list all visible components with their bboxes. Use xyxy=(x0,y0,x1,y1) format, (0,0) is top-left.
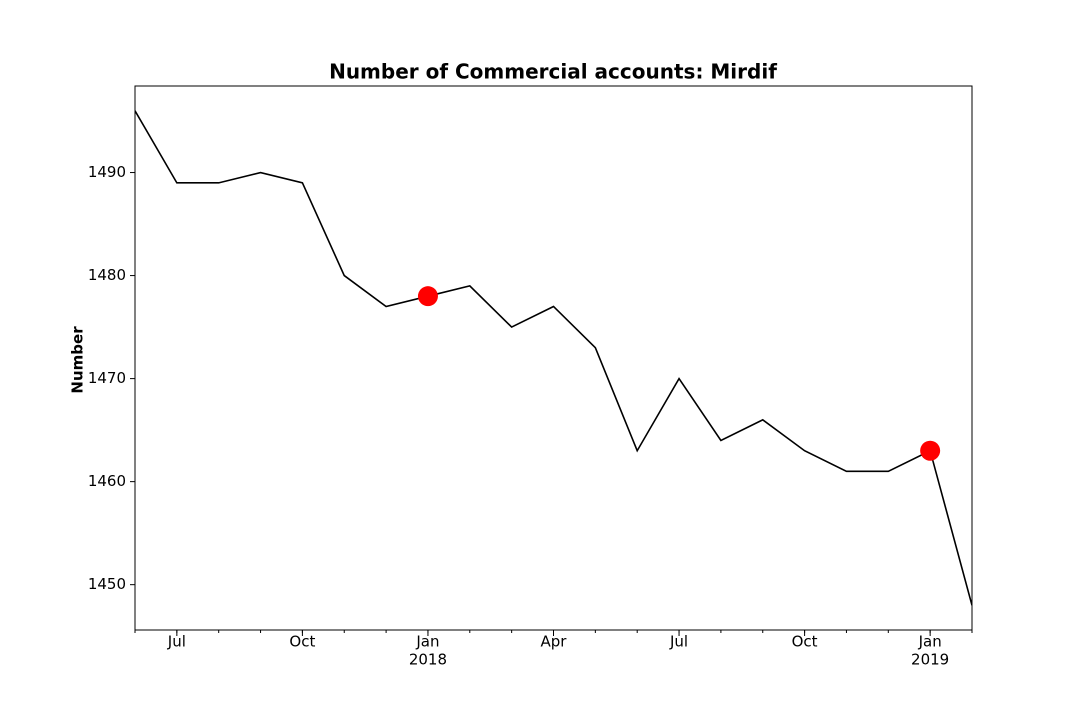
x-tick-year: 2018 xyxy=(409,651,447,669)
plot-frame xyxy=(134,85,973,631)
marker xyxy=(417,286,438,307)
x-tick-year: 2019 xyxy=(911,651,949,669)
x-tick-label: Apr xyxy=(541,633,568,651)
x-tick-label: Jul xyxy=(167,633,186,651)
marker xyxy=(920,440,941,461)
y-tick-label: 1490 xyxy=(88,163,126,181)
y-axis-label: Number xyxy=(69,326,87,394)
line xyxy=(135,110,972,606)
y-tick-label: 1470 xyxy=(88,369,126,387)
x-tick-label: Jul xyxy=(669,633,688,651)
x-tick-label: Oct xyxy=(792,633,818,651)
y-tick-label: 1480 xyxy=(88,266,126,284)
y-tick-label: 1460 xyxy=(88,472,126,490)
x-tick-label: Jan xyxy=(918,633,942,651)
x-tick-label: Oct xyxy=(289,633,315,651)
chart-title: Number of Commercial accounts: Mirdif xyxy=(329,60,777,84)
y-tick-label: 1450 xyxy=(88,575,126,593)
x-tick-label: Jan xyxy=(415,633,439,651)
